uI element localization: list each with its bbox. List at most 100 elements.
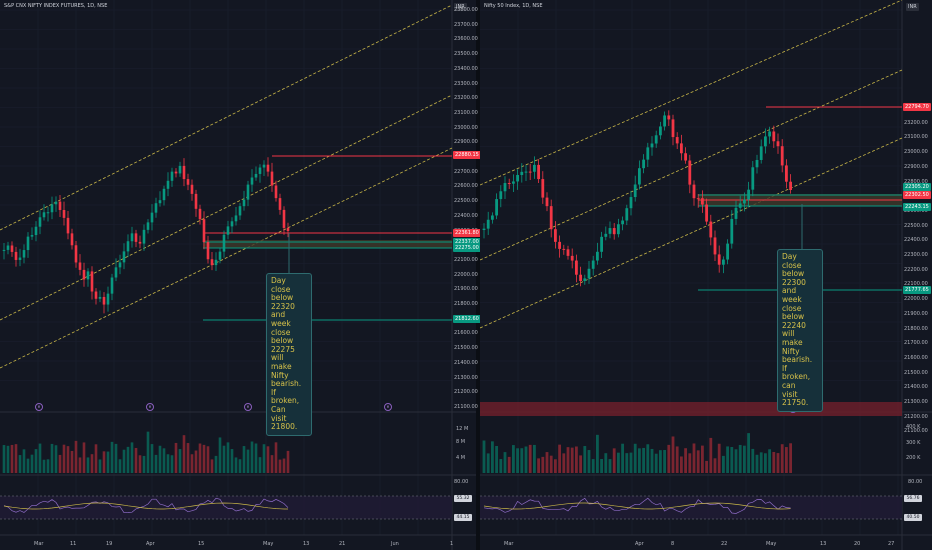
volume-bar — [234, 457, 238, 473]
candle-body — [604, 233, 608, 237]
price-axis-label: 22000.00 — [454, 271, 478, 278]
volume-bar — [764, 453, 767, 473]
volume-bar — [621, 443, 624, 473]
candle-body — [671, 119, 675, 138]
candle-body — [764, 136, 767, 147]
channel-trendline — [480, 137, 903, 329]
candle-body — [755, 159, 759, 168]
time-axis-label: 22 — [721, 541, 728, 547]
price-tag: 22243.15 — [903, 203, 931, 211]
price-axis-label: 21200.00 — [904, 413, 928, 420]
volume-bar — [38, 443, 42, 473]
candle-body — [499, 191, 503, 200]
channel-trendline — [480, 0, 903, 186]
candle-body — [491, 215, 494, 220]
candle-body — [274, 185, 278, 199]
left-rsi-tag-1: 55.32 — [454, 495, 472, 502]
candle-body — [54, 201, 58, 205]
left-chart-panel[interactable]: S&P CNX NIFTY INDEX FUTURES, 1D, NSE INR… — [0, 0, 481, 550]
volume-bar — [26, 458, 30, 473]
candle-body — [286, 227, 290, 232]
volume-bar — [202, 444, 206, 473]
candle-body — [646, 147, 650, 160]
time-axis-label: 20 — [854, 541, 861, 547]
volume-bar — [150, 444, 154, 473]
price-axis-label: 22100.00 — [454, 256, 478, 263]
rsi-line — [3, 497, 289, 514]
left-currency-label[interactable]: INR — [454, 3, 467, 11]
channel-trendline — [0, 4, 453, 231]
candle-body — [6, 245, 10, 250]
price-axis-label: 22200.00 — [904, 266, 928, 273]
price-tag: 21812.60 — [453, 315, 481, 323]
volume-bar — [537, 458, 540, 473]
right-annotation-note[interactable]: Day close below 22300 and week close bel… — [777, 249, 823, 412]
candle-body — [654, 135, 658, 144]
volume-bar — [575, 446, 578, 473]
time-axis-label: 27 — [888, 541, 895, 547]
volume-bar — [507, 456, 511, 473]
left-annotation-note[interactable]: Day close below 22320 and week close bel… — [266, 273, 312, 436]
candle-body — [214, 259, 218, 266]
candle-body — [266, 164, 270, 172]
candle-body — [10, 245, 14, 252]
volume-bar — [186, 443, 190, 473]
volume-bar — [238, 459, 242, 473]
channel-trendline — [0, 94, 453, 321]
volume-axis-label: 400 K — [906, 424, 921, 430]
time-axis-label: 13 — [820, 541, 827, 547]
volume-bar — [98, 459, 102, 473]
event-icon[interactable]: e — [384, 403, 392, 411]
candle-body — [629, 197, 633, 209]
volume-bar — [190, 454, 194, 473]
volume-bar — [503, 452, 507, 473]
volume-bar — [722, 455, 725, 473]
event-icon[interactable]: e — [244, 403, 252, 411]
event-icon[interactable]: e — [35, 403, 43, 411]
volume-bar — [759, 452, 763, 473]
right-chart-canvas[interactable] — [480, 0, 932, 550]
right-chart-panel[interactable]: Nifty 50 Index, 1D, NSE INR 23300.002320… — [480, 0, 932, 550]
event-icon[interactable]: e — [146, 403, 154, 411]
volume-bar — [134, 447, 138, 473]
candle-body — [524, 171, 528, 173]
chart-divider[interactable] — [476, 0, 480, 550]
price-axis-label: 23000.00 — [904, 149, 928, 156]
price-axis-label: 23700.00 — [454, 21, 478, 28]
right-currency-label[interactable]: INR — [906, 3, 919, 11]
volume-bar — [570, 447, 574, 473]
volume-bar — [182, 435, 186, 473]
candle-body — [507, 183, 511, 185]
volume-bar — [218, 437, 222, 473]
left-chart-canvas[interactable] — [0, 0, 476, 550]
candle-body — [751, 167, 755, 190]
volume-bar — [495, 445, 498, 473]
volume-bar — [142, 455, 146, 473]
candle-body — [70, 233, 74, 246]
candle-body — [162, 188, 166, 201]
volume-bar — [512, 445, 515, 473]
candle-body — [46, 212, 50, 214]
price-axis-label: 22700.00 — [454, 168, 478, 175]
support-zone — [203, 240, 452, 248]
candle-body — [772, 131, 776, 142]
volume-bar — [726, 446, 729, 473]
volume-bar — [14, 444, 18, 473]
price-axis-label: 23500.00 — [454, 51, 478, 58]
candle-body — [86, 271, 90, 280]
rsi-ma-line — [483, 502, 791, 510]
volume-bar — [10, 444, 14, 473]
left-rsi-axis-label: 80.00 — [454, 479, 469, 485]
volume-bar — [730, 447, 734, 473]
candle-body — [242, 199, 246, 207]
right-rsi-tag-2: 40.50 — [904, 514, 922, 521]
volume-bar — [246, 449, 250, 473]
volume-axis-label: 12 M — [456, 426, 469, 432]
price-axis-label: 21100.00 — [904, 428, 928, 435]
candle-body — [258, 167, 262, 174]
candle-body — [684, 153, 687, 161]
volume-bar — [617, 452, 620, 473]
price-axis-label: 22600.00 — [454, 183, 478, 190]
candle-body — [78, 262, 82, 270]
volume-bar — [262, 444, 266, 473]
